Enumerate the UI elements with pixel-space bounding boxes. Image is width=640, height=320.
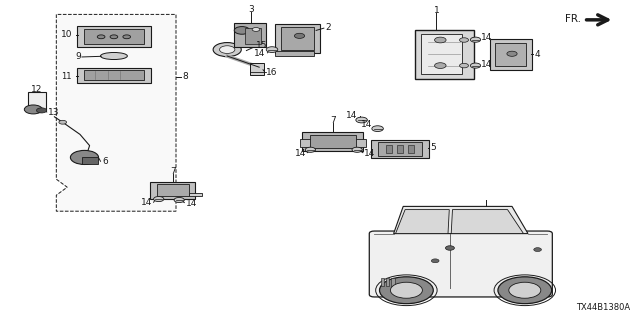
- Circle shape: [234, 27, 250, 34]
- Bar: [250, 63, 264, 75]
- Text: 12: 12: [31, 85, 43, 94]
- Bar: [77, 27, 151, 47]
- Text: 14: 14: [294, 149, 306, 158]
- Bar: [490, 39, 531, 70]
- Bar: [82, 157, 97, 164]
- Circle shape: [352, 147, 362, 152]
- Text: 14: 14: [364, 149, 375, 158]
- Bar: [234, 23, 266, 47]
- Bar: [157, 184, 189, 196]
- Bar: [381, 278, 384, 286]
- Circle shape: [435, 37, 446, 43]
- Circle shape: [154, 196, 164, 202]
- Text: 14: 14: [481, 33, 493, 42]
- Text: 14: 14: [186, 199, 197, 208]
- Circle shape: [356, 117, 367, 123]
- Bar: [386, 145, 392, 153]
- Circle shape: [59, 120, 67, 124]
- Bar: [408, 145, 414, 153]
- Circle shape: [110, 35, 118, 39]
- Text: 4: 4: [534, 50, 540, 59]
- Bar: [378, 142, 422, 156]
- Circle shape: [460, 38, 468, 42]
- Bar: [415, 30, 474, 79]
- Circle shape: [435, 63, 446, 68]
- Text: 14: 14: [481, 60, 493, 68]
- Circle shape: [220, 46, 235, 53]
- Ellipse shape: [100, 52, 127, 60]
- Circle shape: [36, 108, 47, 113]
- Bar: [84, 70, 145, 80]
- Text: TX44B1380A: TX44B1380A: [576, 303, 630, 312]
- Bar: [310, 135, 356, 148]
- Circle shape: [174, 197, 184, 203]
- Text: 5: 5: [430, 143, 436, 152]
- Bar: [28, 92, 46, 109]
- Circle shape: [445, 246, 454, 250]
- Bar: [150, 182, 195, 199]
- FancyBboxPatch shape: [369, 231, 552, 297]
- Text: 14: 14: [346, 111, 357, 120]
- Text: 13: 13: [48, 108, 60, 117]
- Bar: [355, 140, 366, 147]
- Bar: [371, 140, 429, 158]
- Circle shape: [252, 28, 260, 31]
- Text: 14: 14: [254, 49, 266, 58]
- Text: 16: 16: [266, 68, 277, 76]
- Circle shape: [294, 33, 305, 38]
- Text: 10: 10: [61, 30, 73, 39]
- Bar: [77, 68, 151, 83]
- Bar: [397, 145, 403, 153]
- Bar: [189, 193, 202, 196]
- Circle shape: [470, 63, 481, 68]
- Bar: [392, 278, 394, 286]
- Circle shape: [431, 259, 439, 263]
- Circle shape: [507, 51, 517, 56]
- Bar: [245, 28, 261, 44]
- Bar: [84, 29, 145, 44]
- Circle shape: [509, 282, 541, 298]
- Bar: [495, 43, 526, 66]
- Text: 7: 7: [330, 116, 335, 125]
- Text: 15: 15: [256, 41, 268, 50]
- Bar: [275, 51, 314, 56]
- Circle shape: [372, 126, 383, 132]
- Polygon shape: [451, 210, 524, 234]
- Bar: [300, 140, 312, 147]
- Polygon shape: [396, 210, 449, 234]
- Text: 2: 2: [325, 23, 331, 32]
- Polygon shape: [394, 206, 528, 234]
- Circle shape: [24, 105, 42, 114]
- Bar: [421, 35, 462, 75]
- Circle shape: [390, 282, 422, 298]
- Circle shape: [305, 147, 316, 152]
- Circle shape: [470, 37, 481, 42]
- Text: 1: 1: [434, 6, 439, 15]
- Circle shape: [70, 150, 99, 164]
- Polygon shape: [56, 14, 176, 211]
- Text: 8: 8: [182, 72, 188, 81]
- Text: FR.: FR.: [565, 13, 581, 24]
- Text: 7: 7: [170, 167, 175, 176]
- Circle shape: [123, 35, 131, 39]
- Text: 9: 9: [76, 52, 81, 61]
- Circle shape: [498, 277, 552, 304]
- Circle shape: [97, 35, 105, 39]
- Bar: [281, 27, 314, 50]
- Circle shape: [213, 43, 241, 57]
- Bar: [275, 24, 320, 53]
- Text: 14: 14: [361, 120, 372, 129]
- Circle shape: [380, 277, 433, 304]
- Bar: [387, 278, 389, 286]
- Circle shape: [460, 63, 468, 68]
- Text: 11: 11: [61, 72, 72, 81]
- Text: 3: 3: [248, 5, 253, 14]
- Circle shape: [534, 248, 541, 252]
- Text: 14: 14: [141, 198, 152, 207]
- Circle shape: [266, 47, 278, 52]
- Text: 6: 6: [102, 157, 108, 166]
- Bar: [303, 132, 364, 151]
